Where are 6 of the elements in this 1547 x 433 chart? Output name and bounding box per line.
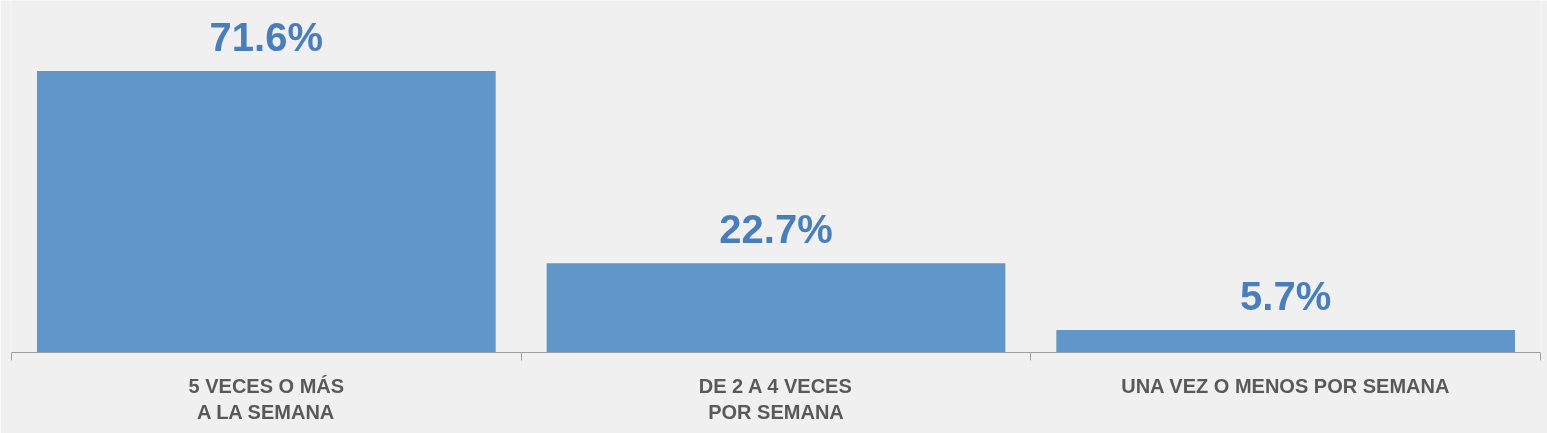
data-label: 22.7% xyxy=(719,207,833,252)
x-tick-label: UNA VEZ O MENOS POR SEMANA xyxy=(1121,374,1450,397)
x-tick-label: DE 2 A 4 VECES POR SEMANA xyxy=(698,374,852,423)
x-tick-label: 5 VECES O MÁS A LA SEMANA xyxy=(188,374,345,423)
data-label: 71.6% xyxy=(209,14,324,59)
data-label: 5.7% xyxy=(1240,274,1332,319)
